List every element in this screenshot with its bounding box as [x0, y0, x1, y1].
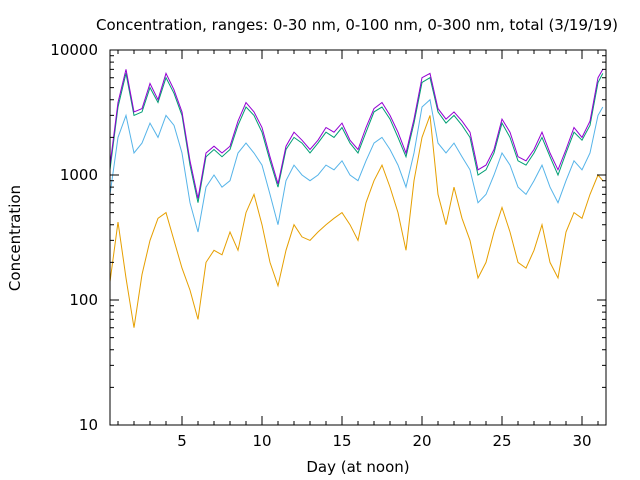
x-tick-label: 10 — [252, 432, 271, 450]
plot-series-group — [109, 69, 604, 328]
y-axis-label: Concentration — [6, 185, 24, 291]
y-tick-label: 10000 — [50, 41, 98, 59]
x-tick-label: 15 — [332, 432, 351, 450]
series-line-0 — [109, 115, 604, 328]
chart-title: Concentration, ranges: 0-30 nm, 0-100 nm… — [96, 16, 618, 34]
axis-ticks: 5 10 15 20 25 30 10 100 1000 10000 — [50, 41, 606, 450]
plot-frame — [109, 49, 607, 426]
y-tick-label: 10 — [79, 416, 98, 434]
y-tick-label: 1000 — [60, 166, 98, 184]
series-line-2 — [109, 73, 604, 203]
x-tick-label: 20 — [412, 432, 431, 450]
x-axis-label: Day (at noon) — [306, 458, 409, 476]
x-tick-label: 5 — [177, 432, 187, 450]
series-line-3 — [109, 69, 604, 199]
y-tick-label: 100 — [69, 291, 98, 309]
x-tick-label: 25 — [492, 432, 511, 450]
x-tick-label: 30 — [572, 432, 591, 450]
series-line-1 — [109, 98, 604, 233]
